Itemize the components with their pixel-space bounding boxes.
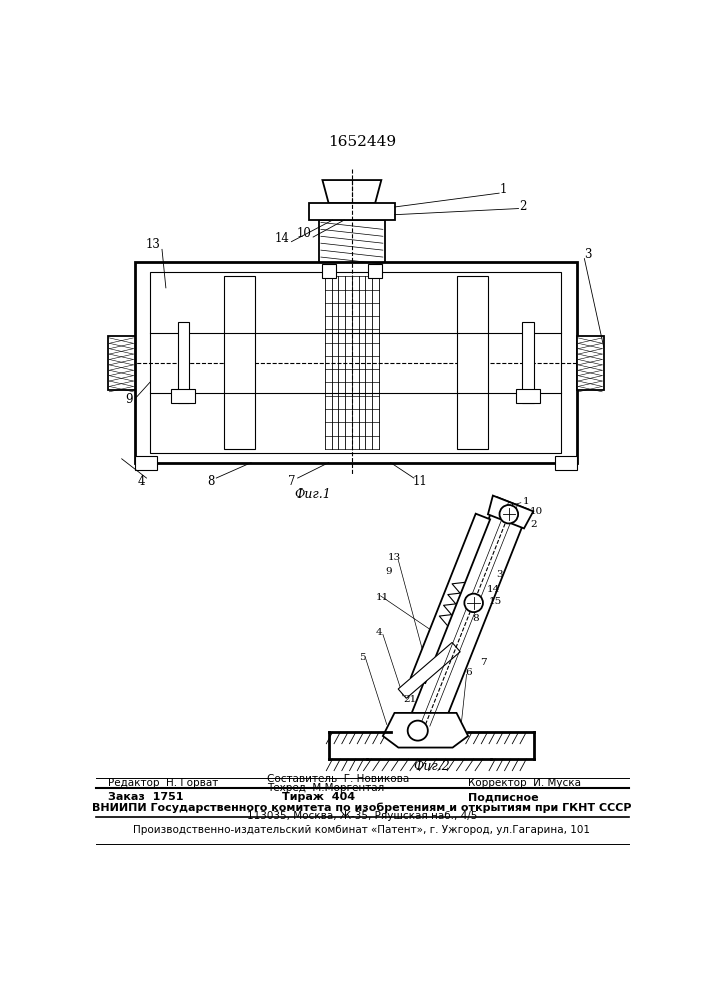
Text: 4: 4: [375, 628, 382, 637]
Bar: [322, 264, 336, 278]
Bar: [555, 456, 577, 470]
Text: Производственно-издательский комбинат «Патент», г. Ужгород, ул.Гагарина, 101: Производственно-издательский комбинат «П…: [134, 825, 590, 835]
Bar: [171, 389, 195, 403]
Text: 7: 7: [288, 475, 296, 488]
Text: 2: 2: [519, 200, 526, 213]
Text: Тираж  404: Тираж 404: [282, 792, 355, 802]
Text: 15: 15: [489, 597, 502, 606]
Text: 10: 10: [530, 507, 543, 516]
Bar: [151, 272, 561, 453]
Text: Подписное: Подписное: [468, 792, 539, 802]
Bar: [522, 322, 534, 403]
Text: Фиг.1: Фиг.1: [295, 488, 332, 501]
Text: 3: 3: [585, 248, 592, 261]
Text: Техред  М.Моргентал: Техред М.Моргентал: [267, 783, 384, 793]
Text: 1: 1: [499, 183, 507, 196]
Polygon shape: [409, 497, 529, 731]
Text: 3: 3: [496, 570, 503, 579]
Text: Корректор  И. Муска: Корректор И. Муска: [468, 778, 581, 788]
Bar: [135, 456, 156, 470]
Text: Фиг.2: Фиг.2: [414, 760, 450, 773]
Text: 8: 8: [472, 614, 479, 623]
Polygon shape: [383, 713, 468, 748]
Circle shape: [500, 505, 518, 523]
Text: 8: 8: [207, 475, 214, 488]
Circle shape: [408, 721, 428, 741]
Text: 113035, Москва, Ж-35, Ряушская наб., 4/5: 113035, Москва, Ж-35, Ряушская наб., 4/5: [247, 811, 477, 821]
Bar: [368, 264, 382, 278]
Bar: [224, 276, 255, 449]
Text: 7: 7: [480, 658, 487, 667]
Bar: [516, 389, 540, 403]
Text: 9: 9: [125, 393, 132, 406]
Text: Составитель  Г. Новикова: Составитель Г. Новикова: [267, 774, 409, 784]
Text: 4: 4: [137, 475, 145, 488]
Text: 9: 9: [386, 567, 392, 576]
Text: 14: 14: [486, 585, 500, 594]
Polygon shape: [411, 514, 490, 683]
Polygon shape: [488, 496, 533, 528]
Bar: [309, 203, 395, 220]
Text: 5: 5: [358, 653, 366, 662]
Text: 13: 13: [145, 238, 160, 251]
Bar: [135, 262, 577, 463]
Bar: [320, 220, 385, 262]
Text: Редактор  Н. Горват: Редактор Н. Горват: [107, 778, 218, 788]
Bar: [577, 336, 604, 389]
Text: ВНИИПИ Государственного комитета по изобретениям и открытиям при ГКНТ СССР: ВНИИПИ Государственного комитета по изоб…: [92, 803, 631, 813]
Circle shape: [464, 594, 483, 612]
Text: 11: 11: [376, 593, 390, 602]
Bar: [107, 336, 135, 389]
Text: 10: 10: [296, 227, 311, 240]
Text: 13: 13: [388, 553, 401, 562]
Text: 11: 11: [413, 475, 428, 488]
Text: 1652449: 1652449: [328, 135, 396, 149]
Text: 21: 21: [404, 695, 416, 704]
Text: 6: 6: [464, 668, 472, 677]
Polygon shape: [322, 180, 381, 203]
Text: 14: 14: [275, 232, 290, 245]
Bar: [177, 322, 189, 403]
Text: 1: 1: [523, 497, 530, 506]
Bar: [457, 276, 488, 449]
Polygon shape: [398, 642, 460, 698]
Text: Заказ  1751: Заказ 1751: [107, 792, 183, 802]
Text: 2: 2: [531, 520, 537, 529]
